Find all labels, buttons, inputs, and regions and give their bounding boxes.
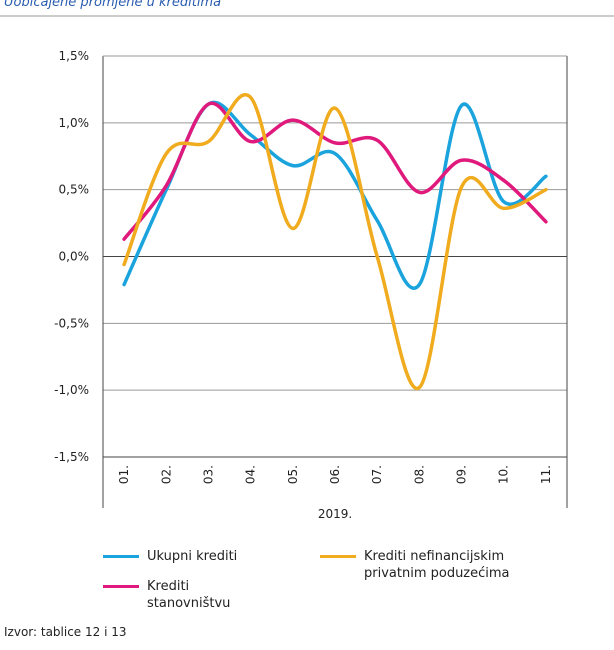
x-tick-label: 07. bbox=[370, 465, 384, 484]
legend-label: Krediti stanovništvu bbox=[147, 579, 231, 611]
legend-item: Krediti stanovništvu bbox=[103, 578, 263, 618]
y-tick-label: 1,0% bbox=[59, 116, 90, 130]
y-tick-label: -1,5% bbox=[54, 450, 89, 464]
x-tick-label: 05. bbox=[286, 465, 300, 484]
legend-item: Krediti nefinancijskim privatnim poduzeć… bbox=[320, 548, 540, 588]
legend-swatch bbox=[103, 585, 139, 588]
x-tick-label: 02. bbox=[159, 465, 173, 484]
x-tick-label: 03. bbox=[201, 465, 215, 484]
legend-swatch bbox=[103, 555, 139, 558]
x-tick-label: 08. bbox=[412, 465, 426, 484]
chart-title: Uobičajene promjene u kreditima bbox=[4, 0, 221, 10]
x-tick-label: 04. bbox=[244, 465, 258, 484]
x-axis-label: 2019. bbox=[318, 507, 352, 521]
y-tick-label: 0,5% bbox=[59, 183, 90, 197]
y-tick-label: 1,5% bbox=[59, 49, 90, 63]
y-tick-label: 0,0% bbox=[59, 250, 90, 264]
source-note: Izvor: tablice 12 i 13 bbox=[4, 625, 127, 639]
x-tick-label: 10. bbox=[497, 465, 511, 484]
series-line bbox=[122, 100, 548, 290]
x-tick-label: 09. bbox=[455, 465, 469, 484]
legend-swatch bbox=[320, 555, 356, 558]
series-line bbox=[122, 101, 548, 241]
y-tick-label: -1,0% bbox=[54, 383, 89, 397]
legend-item: Ukupni krediti bbox=[103, 548, 263, 588]
legend-label: Ukupni krediti bbox=[147, 549, 238, 564]
x-tick-label: 01. bbox=[117, 465, 131, 484]
legend-label: Krediti nefinancijskim privatnim poduzeć… bbox=[364, 549, 510, 581]
series-line bbox=[122, 93, 548, 391]
y-tick-label: -0,5% bbox=[54, 316, 89, 330]
x-tick-label: 11. bbox=[539, 465, 553, 484]
x-tick-label: 06. bbox=[328, 465, 342, 484]
